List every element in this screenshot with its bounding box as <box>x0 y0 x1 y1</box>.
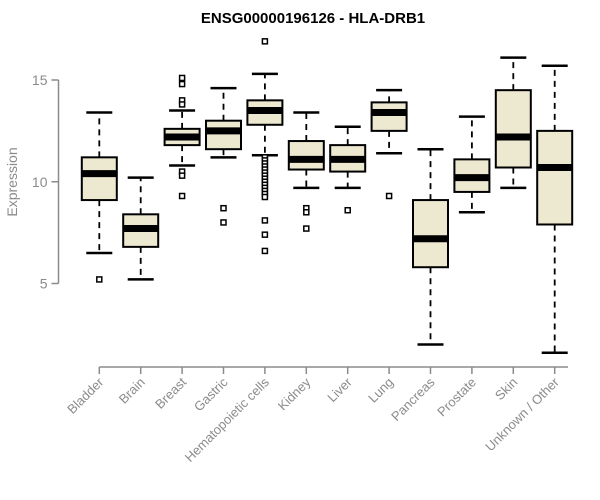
boxplot-pancreas <box>412 147 449 346</box>
outlier-point <box>385 192 393 200</box>
outlier-point <box>178 172 186 179</box>
outlier-point <box>261 193 269 201</box>
x-label-skin: Skin <box>492 375 520 403</box>
y-tick-label-15: 15 <box>32 72 48 88</box>
boxplot-skin <box>494 56 532 190</box>
y-axis-label: Expression <box>4 147 20 216</box>
outlier-point <box>261 217 269 224</box>
boxplot-bladder <box>80 111 118 283</box>
x-label-breast: Breast <box>152 374 189 411</box>
iqr-box <box>412 199 449 269</box>
y-tick-label-10: 10 <box>32 174 48 190</box>
iqr-box <box>494 89 532 169</box>
outlier-point <box>178 192 186 200</box>
outlier-point <box>220 219 227 226</box>
boxplot-kidney <box>287 111 325 232</box>
boxplot-brain <box>122 176 160 281</box>
x-label-unknown-other: Unknown / Other <box>482 374 562 454</box>
outlier-point <box>178 74 186 82</box>
x-label-brain: Brain <box>116 375 148 407</box>
x-label-kidney: Kidney <box>275 374 314 413</box>
outlier-point <box>178 101 186 108</box>
iqr-box <box>370 101 408 132</box>
iqr-box <box>205 119 242 151</box>
y-tick-label-5: 5 <box>40 276 48 292</box>
iqr-box <box>536 129 574 226</box>
outlier-point <box>303 209 310 216</box>
x-label-lung: Lung <box>365 375 396 406</box>
boxplot-prostate <box>453 115 491 214</box>
iqr-box <box>80 156 118 202</box>
boxplot-liver <box>329 125 367 214</box>
outlier-point <box>303 225 310 232</box>
x-label-pancreas: Pancreas <box>388 374 438 424</box>
outlier-point <box>261 247 269 255</box>
outlier-point <box>261 231 269 238</box>
x-label-gastric: Gastric <box>191 374 231 414</box>
x-label-bladder: Bladder <box>64 374 107 417</box>
iqr-box <box>287 140 325 171</box>
outlier-point <box>261 38 269 45</box>
outlier-point <box>220 204 227 212</box>
boxplot-lung <box>370 88 408 200</box>
outlier-point <box>96 276 103 283</box>
chart-title: ENSG00000196126 - HLA-DRB1 <box>201 10 425 27</box>
boxplot-unknown-other <box>536 64 574 354</box>
x-label-prostate: Prostate <box>434 375 479 420</box>
boxplot-hematopoietic-cells <box>246 38 284 255</box>
boxplot-breast <box>163 74 201 200</box>
outlier-point <box>178 80 186 88</box>
y-axis: 5 10 15 <box>32 72 60 292</box>
x-label-liver: Liver <box>324 374 355 405</box>
boxplot-gastric <box>205 86 242 226</box>
boxplots <box>80 38 574 354</box>
outlier-point <box>344 206 351 214</box>
